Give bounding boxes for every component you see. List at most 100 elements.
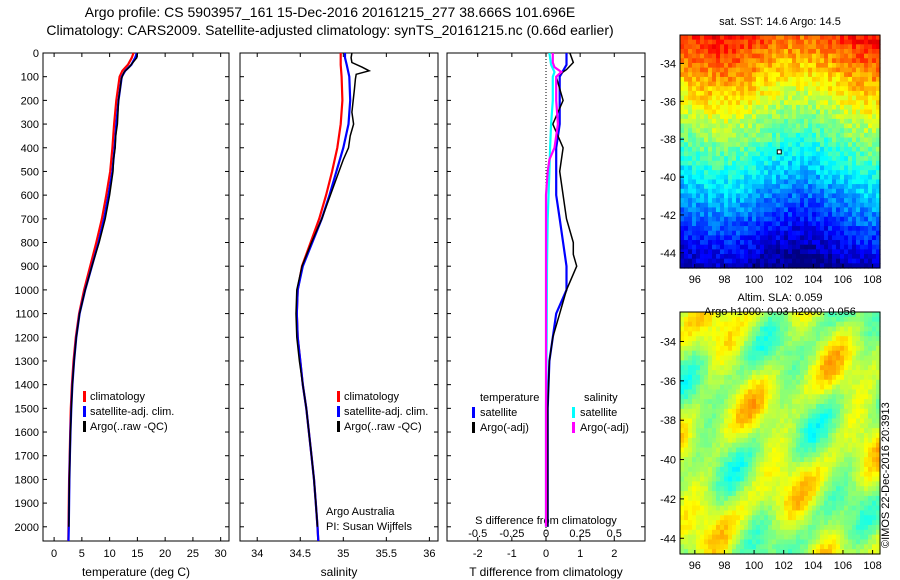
- map-cell: [784, 481, 789, 487]
- map-cell: [700, 170, 705, 176]
- map-cell: [852, 221, 857, 227]
- map-cell: [784, 437, 789, 444]
- map-cell: [872, 151, 877, 157]
- map-cell: [708, 515, 713, 521]
- map-cell: [728, 53, 733, 59]
- map-cell: [868, 132, 873, 139]
- map-cell: [864, 44, 869, 50]
- map-cell: [764, 452, 769, 458]
- map-cell: [748, 160, 753, 167]
- map-cell: [688, 384, 693, 391]
- map-cell: [776, 193, 781, 199]
- map-cell: [712, 399, 717, 405]
- map-cell: [764, 184, 769, 190]
- map-cell: [692, 345, 697, 352]
- map-cell: [832, 216, 837, 222]
- map-cell: [872, 413, 877, 420]
- map-cell: [860, 104, 865, 111]
- map-cell: [748, 452, 753, 458]
- map-cell: [824, 374, 829, 381]
- map-cell: [736, 198, 741, 204]
- map-cell: [840, 403, 845, 410]
- map-cell: [684, 481, 689, 487]
- map-cell: [848, 355, 853, 361]
- map-cell: [784, 321, 789, 328]
- map-cell: [704, 76, 709, 83]
- map-cell: [784, 240, 789, 246]
- map-cell: [876, 198, 881, 204]
- map-cell: [688, 413, 693, 420]
- map-cell: [860, 118, 865, 125]
- map-cell: [768, 188, 773, 195]
- map-cell: [780, 326, 785, 332]
- map-cell: [760, 486, 765, 492]
- map-cell: [692, 123, 697, 129]
- map-cell: [788, 481, 793, 487]
- map-cell: [716, 202, 721, 209]
- map-cell: [768, 226, 773, 232]
- map-cell: [716, 221, 721, 227]
- map-cell: [688, 326, 693, 332]
- map-cell: [780, 254, 785, 260]
- map-cell: [740, 500, 745, 507]
- map-cell: [736, 341, 741, 347]
- map-cell: [736, 491, 741, 497]
- map-cell: [772, 403, 777, 410]
- map-cell: [824, 109, 829, 115]
- map-cell: [760, 471, 765, 478]
- map-cell: [680, 384, 685, 391]
- map-cell: [784, 53, 789, 59]
- map-cell: [772, 345, 777, 352]
- map-cell: [720, 433, 725, 439]
- map-cell: [840, 44, 845, 50]
- map-cell: [712, 495, 717, 502]
- map-cell: [700, 331, 705, 337]
- map-cell: [812, 360, 817, 366]
- map-cell: [864, 394, 869, 400]
- map-cell: [764, 44, 769, 50]
- map-cell: [796, 350, 801, 357]
- map-cell: [804, 198, 809, 204]
- map-cell: [720, 212, 725, 218]
- map-cell: [848, 174, 853, 181]
- map-cell: [768, 457, 773, 463]
- map-cell: [836, 263, 841, 269]
- map-cell: [716, 505, 721, 512]
- map-cell: [724, 481, 729, 487]
- map-cell: [796, 165, 801, 171]
- map-cell: [692, 331, 697, 337]
- map-cell: [744, 452, 749, 458]
- map-cell: [804, 331, 809, 337]
- map-cell: [820, 365, 825, 371]
- map-cell: [768, 394, 773, 400]
- map-cell: [784, 170, 789, 176]
- map-cell: [684, 471, 689, 478]
- map-cell: [780, 184, 785, 190]
- map-cell: [700, 193, 705, 199]
- map-cell: [748, 104, 753, 111]
- map-cell: [732, 76, 737, 83]
- map-cell: [704, 433, 709, 439]
- map-cell: [696, 495, 701, 502]
- map-cell: [768, 128, 773, 134]
- map-cell: [836, 193, 841, 199]
- map-cell: [764, 142, 769, 148]
- map-cell: [752, 326, 757, 332]
- map-cell: [876, 428, 881, 434]
- map-cell: [724, 95, 729, 101]
- map-cell: [852, 44, 857, 50]
- legend-swatch: [83, 406, 86, 417]
- map-cell: [804, 132, 809, 139]
- map-cell: [692, 184, 697, 190]
- map-cell: [844, 174, 849, 181]
- map-cell: [860, 423, 865, 429]
- map-cell: [728, 452, 733, 458]
- map-cell: [760, 128, 765, 134]
- map-cell: [824, 118, 829, 125]
- map-cell: [736, 118, 741, 125]
- map-cell: [788, 510, 793, 516]
- map-cell: [756, 500, 761, 507]
- map-cell: [712, 360, 717, 366]
- map-cell: [732, 244, 737, 250]
- map-cell: [692, 48, 697, 55]
